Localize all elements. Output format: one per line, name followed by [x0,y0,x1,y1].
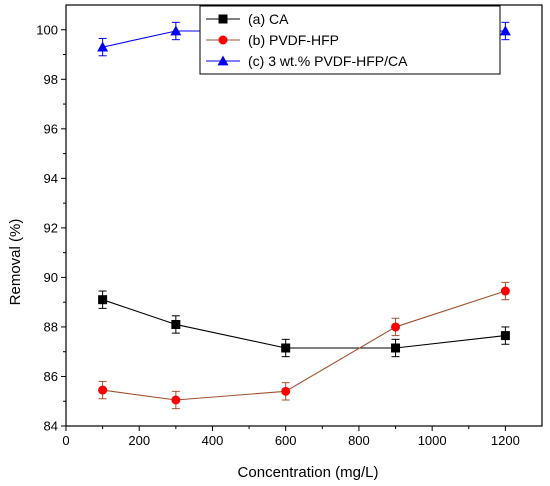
data-point [171,395,181,405]
data-point [170,25,182,36]
data-point [97,41,109,52]
series-1 [98,290,510,358]
data-point [391,343,401,353]
data-point [98,295,108,305]
data-point [98,385,108,395]
data-point [499,25,511,36]
x-tick-label: 1000 [418,433,447,448]
y-axis-title: Removal (%) [7,219,24,306]
x-axis-title: Concentration (mg/L) [238,464,379,481]
y-tick-label: 94 [44,171,58,186]
y-tick-label: 100 [36,22,58,37]
data-point [281,386,291,396]
data-point [391,322,401,332]
y-tick-label: 98 [44,72,58,87]
y-tick-label: 88 [44,319,58,334]
data-point [171,319,181,329]
y-tick-label: 90 [44,270,58,285]
x-tick-label: 1200 [491,433,520,448]
y-tick-label: 92 [44,220,58,235]
data-point [500,331,510,341]
legend-label: (a) CA [248,11,289,27]
y-tick-label: 84 [44,419,58,434]
data-point [500,286,510,296]
legend-label: (b) PVDF-HFP [248,32,339,48]
legend-marker [218,35,228,45]
x-tick-label: 0 [62,433,69,448]
x-tick-label: 800 [348,433,370,448]
x-tick-label: 400 [202,433,224,448]
x-tick-label: 600 [275,433,297,448]
data-point [281,343,291,353]
legend-marker [217,55,229,66]
legend-marker [218,14,228,24]
series-2 [98,281,510,410]
legend-box [199,5,501,75]
legend-label: (c) 3 wt.% PVDF-HFP/CA [248,53,408,69]
y-tick-label: 86 [44,369,58,384]
x-tick-label: 200 [128,433,150,448]
y-tick-label: 96 [44,121,58,136]
plot-frame [65,4,543,427]
